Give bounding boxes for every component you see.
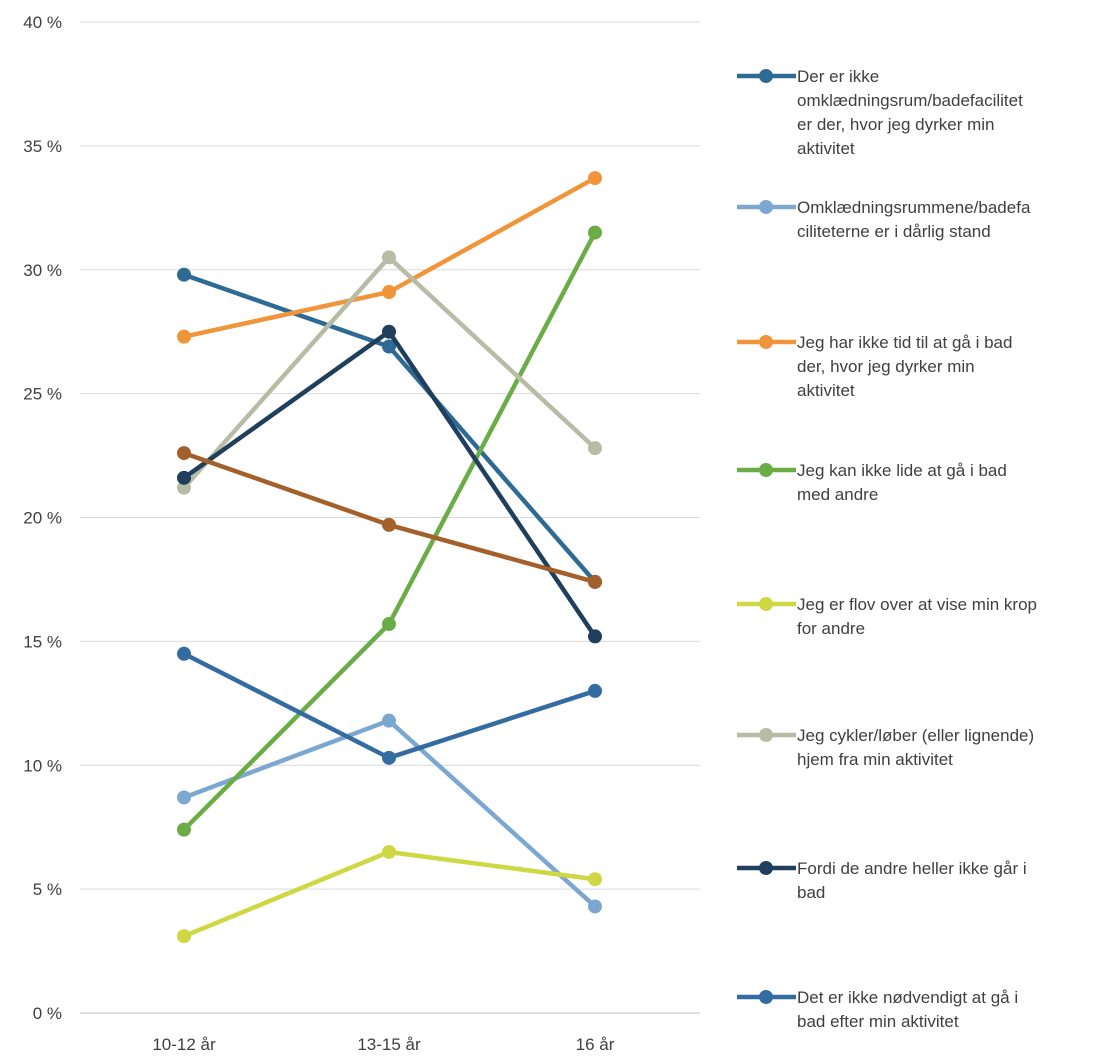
series-line: [181, 718, 598, 909]
legend-label: hjem fra min aktivitet: [797, 750, 953, 769]
data-point: [382, 713, 396, 728]
legend-label: Der er ikke: [797, 67, 879, 86]
legend-swatch-marker: [759, 861, 773, 875]
y-tick-label: 0 %: [33, 1004, 62, 1023]
data-point: [382, 324, 396, 339]
legend-item: Det er ikke nødvendigt at gå i bad efter …: [737, 988, 1018, 1031]
legend-swatch-marker: [759, 597, 773, 611]
legend-item: Omklædningsrummene/badefa ciliteterne er …: [737, 198, 1031, 241]
data-point: [177, 822, 191, 837]
legend-label: Jeg er flov over at vise min krop: [797, 595, 1037, 614]
data-point: [177, 480, 191, 495]
data-point: [177, 446, 191, 461]
series-line: [181, 651, 598, 761]
legend-item: Jeg har ikke tid til at gå i bad der, hvo…: [737, 333, 1012, 400]
data-point: [382, 339, 396, 354]
legend-label: for andre: [797, 619, 865, 638]
y-tick-label: 5 %: [33, 880, 62, 899]
data-point: [588, 629, 602, 644]
data-point: [382, 517, 396, 532]
x-tick-label: 10-12 år: [152, 1035, 216, 1054]
legend-label: Jeg kan ikke lide at gå i bad: [797, 461, 1007, 480]
y-tick-label: 25 %: [23, 385, 62, 404]
data-point: [382, 617, 396, 632]
data-point: [588, 171, 602, 186]
legend-swatch-marker: [759, 335, 773, 349]
legend-label: aktivitet: [797, 381, 855, 400]
data-point: [177, 267, 191, 282]
data-point: [588, 872, 602, 887]
y-tick-label: 35 %: [23, 137, 62, 156]
legend: Der er ikke omklædningsrum/badefacilitet e…: [737, 67, 1037, 1031]
data-point: [588, 899, 602, 914]
legend-item: Fordi de andre heller ikke går i bad: [737, 859, 1027, 902]
y-tick-label: 20 %: [23, 509, 62, 528]
series-2: [177, 171, 602, 344]
series-line: [181, 329, 598, 639]
legend-label: med andre: [797, 485, 878, 504]
series-4: [177, 844, 602, 944]
y-tick-label: 10 %: [23, 756, 62, 775]
legend-label: aktivitet: [797, 139, 855, 158]
legend-label: bad efter min aktivitet: [797, 1012, 959, 1031]
data-point: [382, 844, 396, 859]
legend-label: bad: [797, 883, 825, 902]
y-tick-label: 15 %: [23, 632, 62, 651]
data-point: [382, 285, 396, 300]
x-tick-label: 13-15 år: [357, 1035, 421, 1054]
data-point: [177, 470, 191, 485]
legend-label: Det er ikke nødvendigt at gå i: [797, 988, 1018, 1007]
x-tick-label: 16 år: [576, 1035, 615, 1054]
legend-swatch-marker: [759, 463, 773, 477]
legend-label: omklædningsrum/badefacilitet: [797, 91, 1023, 110]
legend-swatch-marker: [759, 69, 773, 83]
legend-label: Omklædningsrummene/badefa: [797, 198, 1031, 217]
series-line: [181, 272, 598, 585]
series-3: [177, 225, 602, 837]
legend-label: der, hvor jeg dyrker min: [797, 357, 975, 376]
gridlines: [80, 21, 700, 1014]
data-point: [382, 750, 396, 765]
legend-label: Jeg har ikke tid til at gå i bad: [797, 333, 1012, 352]
data-point: [177, 929, 191, 944]
series-8: [177, 446, 602, 589]
data-point: [588, 683, 602, 698]
legend-swatch-marker: [759, 990, 773, 1004]
legend-label: er der, hvor jeg dyrker min: [797, 115, 994, 134]
data-point: [382, 250, 396, 265]
data-point: [177, 329, 191, 344]
legend-item: Jeg er flov over at vise min krop for and…: [737, 595, 1037, 638]
legend-label: ciliteterne er i dårlig stand: [797, 222, 991, 241]
series-6: [177, 324, 602, 644]
y-axis: 0 % 5 % 10 % 15 % 20 % 25 % 30 % 35 % 40 %: [23, 13, 62, 1023]
legend-item: Jeg kan ikke lide at gå i bad med andre: [737, 461, 1007, 504]
x-axis: 10-12 år 13-15 år 16 år: [152, 1035, 614, 1054]
series-5: [177, 250, 602, 495]
data-point: [588, 441, 602, 456]
legend-swatch-marker: [759, 200, 773, 214]
legend-item: Der er ikke omklædningsrum/badefacilitet e…: [737, 67, 1023, 158]
series-line: [181, 849, 598, 939]
legend-item: Jeg cykler/løber (eller lignende) hjem fr…: [737, 726, 1034, 769]
data-point: [588, 225, 602, 240]
series-1: [177, 713, 602, 914]
legend-swatch-marker: [759, 728, 773, 742]
data-point: [177, 790, 191, 805]
series-0: [177, 267, 602, 589]
series-7: [177, 646, 602, 765]
data-point: [588, 574, 602, 589]
legend-label: Fordi de andre heller ikke går i: [797, 859, 1027, 878]
y-tick-label: 30 %: [23, 261, 62, 280]
y-tick-label: 40 %: [23, 13, 62, 32]
series-lines: [177, 171, 602, 944]
data-point: [177, 646, 191, 661]
legend-label: Jeg cykler/løber (eller lignende): [797, 726, 1034, 745]
